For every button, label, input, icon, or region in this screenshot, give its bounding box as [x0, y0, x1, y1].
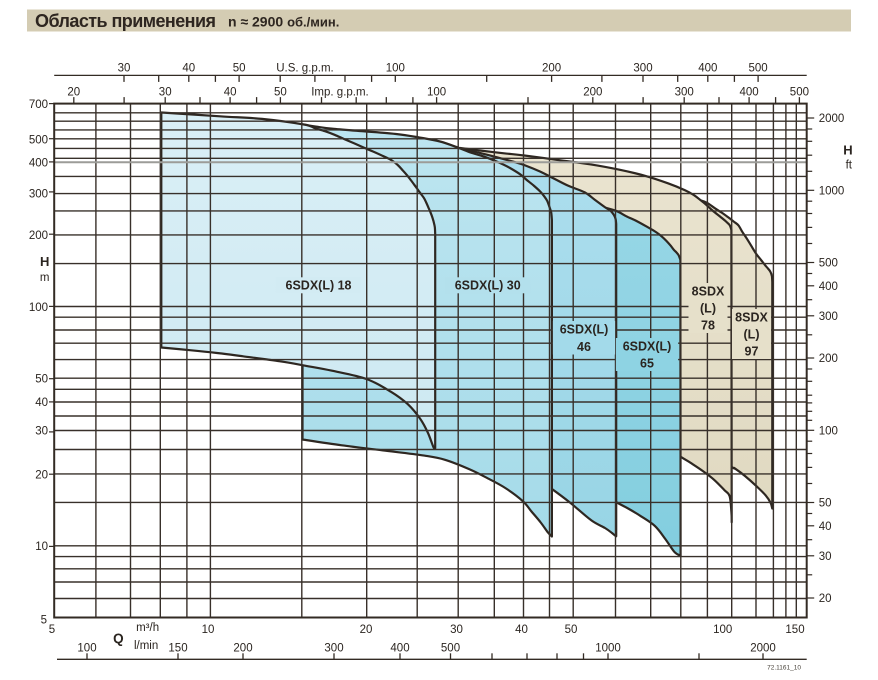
svg-text:65: 65: [640, 356, 654, 370]
svg-text:78: 78: [701, 318, 715, 332]
svg-text:100: 100: [386, 63, 405, 75]
svg-text:300: 300: [633, 63, 652, 75]
svg-text:30: 30: [35, 426, 48, 438]
svg-text:500: 500: [819, 258, 838, 270]
svg-text:50: 50: [565, 624, 578, 636]
svg-text:(L): (L): [744, 327, 760, 341]
svg-text:500: 500: [749, 63, 768, 75]
svg-text:300: 300: [324, 643, 343, 655]
svg-text:8SDX: 8SDX: [735, 310, 768, 324]
svg-text:200: 200: [819, 353, 838, 365]
svg-text:2000: 2000: [750, 643, 776, 655]
svg-text:Q: Q: [113, 631, 124, 646]
svg-text:30: 30: [118, 63, 131, 75]
svg-text:H: H: [40, 254, 49, 269]
svg-text:m: m: [40, 272, 50, 284]
svg-text:H: H: [843, 143, 852, 158]
svg-text:5: 5: [49, 624, 55, 636]
svg-text:100: 100: [819, 425, 838, 437]
svg-text:20: 20: [67, 87, 80, 99]
svg-text:U.S. g.p.m.: U.S. g.p.m.: [276, 63, 334, 75]
svg-text:40: 40: [515, 624, 528, 636]
svg-text:1000: 1000: [595, 643, 621, 655]
svg-text:100: 100: [29, 302, 48, 314]
svg-text:200: 200: [583, 87, 602, 99]
svg-text:30: 30: [450, 624, 463, 636]
svg-text:40: 40: [35, 397, 48, 409]
svg-text:m³/h: m³/h: [136, 622, 159, 634]
svg-text:6SDX(L) 18: 6SDX(L) 18: [286, 279, 352, 293]
svg-text:1000: 1000: [819, 185, 845, 197]
svg-text:Область применения: Область применения: [35, 11, 216, 31]
svg-text:150: 150: [168, 643, 187, 655]
svg-text:l/min: l/min: [134, 640, 158, 652]
svg-text:20: 20: [35, 469, 48, 481]
svg-text:6SDX(L) 30: 6SDX(L) 30: [455, 279, 521, 293]
svg-text:5: 5: [41, 615, 47, 627]
svg-text:400: 400: [740, 87, 759, 99]
svg-text:300: 300: [29, 189, 48, 201]
svg-text:50: 50: [819, 498, 832, 510]
svg-text:400: 400: [390, 643, 409, 655]
svg-text:50: 50: [35, 374, 48, 386]
svg-text:10: 10: [202, 624, 215, 636]
svg-text:200: 200: [29, 230, 48, 242]
svg-text:40: 40: [224, 87, 237, 99]
svg-text:100: 100: [427, 87, 446, 99]
svg-text:Imp. g.p.m.: Imp. g.p.m.: [311, 87, 369, 99]
svg-text:500: 500: [441, 643, 460, 655]
svg-text:40: 40: [819, 521, 832, 533]
svg-text:400: 400: [698, 63, 717, 75]
svg-text:n ≈ 2900 об./мин.: n ≈ 2900 об./мин.: [228, 14, 339, 30]
svg-text:(L): (L): [700, 301, 716, 315]
svg-text:40: 40: [182, 63, 195, 75]
svg-text:ft: ft: [846, 160, 853, 172]
svg-text:2000: 2000: [819, 113, 845, 125]
svg-text:400: 400: [29, 157, 48, 169]
svg-text:100: 100: [713, 624, 732, 636]
svg-text:30: 30: [159, 87, 172, 99]
svg-text:500: 500: [29, 135, 48, 147]
svg-text:97: 97: [745, 344, 759, 358]
svg-text:20: 20: [819, 593, 832, 605]
svg-text:100: 100: [77, 643, 96, 655]
svg-text:8SDX: 8SDX: [692, 284, 725, 298]
svg-text:300: 300: [819, 311, 838, 323]
svg-text:50: 50: [233, 63, 246, 75]
svg-text:700: 700: [29, 99, 48, 111]
svg-text:200: 200: [542, 63, 561, 75]
svg-text:6SDX(L): 6SDX(L): [623, 339, 672, 353]
svg-text:500: 500: [790, 87, 809, 99]
svg-text:200: 200: [233, 643, 252, 655]
svg-text:150: 150: [785, 624, 804, 636]
svg-text:50: 50: [274, 87, 287, 99]
svg-text:30: 30: [819, 551, 832, 563]
svg-text:300: 300: [675, 87, 694, 99]
svg-text:72.1161_10: 72.1161_10: [767, 665, 801, 672]
svg-text:6SDX(L): 6SDX(L): [560, 322, 609, 336]
svg-text:400: 400: [819, 281, 838, 293]
svg-text:10: 10: [35, 541, 48, 553]
svg-text:20: 20: [360, 624, 373, 636]
svg-text:46: 46: [577, 340, 591, 354]
